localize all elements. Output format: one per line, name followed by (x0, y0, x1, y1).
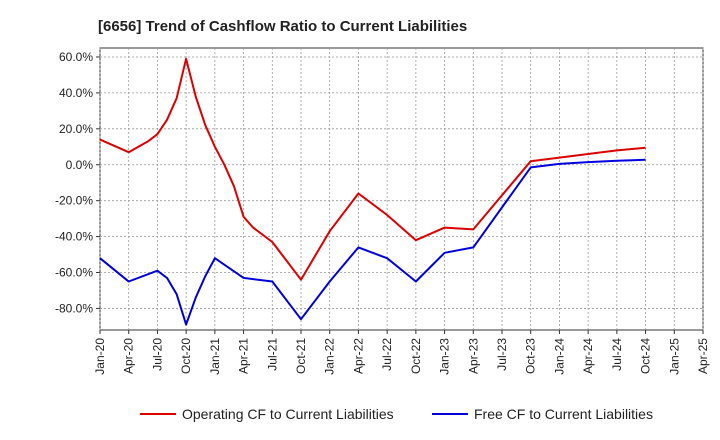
y-axis-ticks: 60.0% 40.0% 20.0% 0.0% -20.0% -40.0% -60.0% -80… (55, 50, 100, 315)
x-tick-label: Oct-24 (639, 338, 653, 374)
x-tick-label: Oct-22 (409, 338, 423, 374)
x-tick-label: Oct-23 (524, 338, 538, 374)
x-tick-label: Jul-23 (495, 338, 509, 371)
x-tick-label: Oct-21 (294, 338, 308, 374)
y-tick-label: 20.0% (59, 122, 93, 136)
plot-area (99, 47, 704, 331)
y-tick-label: -60.0% (55, 266, 93, 280)
y-tick-label: -80.0% (55, 301, 93, 315)
x-tick-label: Jul-22 (380, 338, 394, 371)
x-tick-label: Jan-22 (323, 338, 337, 375)
x-tick-label: Apr-23 (466, 338, 480, 374)
legend: Operating CF to Current Liabilities Free … (140, 406, 653, 422)
y-tick-label: -40.0% (55, 230, 93, 244)
x-tick-label: Jul-20 (150, 338, 164, 371)
grid-lines (99, 48, 704, 330)
plot-border (99, 47, 704, 331)
chart-title: [6656] Trend of Cashflow Ratio to Curren… (98, 18, 467, 35)
x-tick-label: Oct-20 (179, 338, 193, 374)
x-tick-label: Jan-24 (552, 338, 566, 375)
x-tick-label: Jul-24 (610, 338, 624, 371)
x-tick-label: Jan-20 (93, 338, 107, 375)
y-tick-label: 60.0% (59, 50, 93, 64)
x-tick-label: Jan-21 (208, 338, 222, 375)
series-lines (99, 57, 646, 326)
x-tick-label: Apr-21 (237, 338, 251, 374)
x-tick-label: Apr-20 (122, 338, 136, 374)
series-line-free-cf (99, 158, 646, 326)
x-tick-label: Apr-25 (696, 338, 710, 374)
legend-label-operating-cf: Operating CF to Current Liabilities (182, 406, 394, 422)
x-tick-label: Jul-21 (265, 338, 279, 371)
series-line-operating-cf (99, 57, 646, 281)
x-tick-label: Apr-22 (351, 338, 365, 374)
y-tick-label: 0.0% (66, 158, 94, 172)
y-tick-label: 40.0% (59, 86, 93, 100)
x-tick-label: Jan-23 (438, 338, 452, 375)
legend-label-free-cf: Free CF to Current Liabilities (474, 406, 653, 422)
x-axis-ticks: Jan-20 Apr-20 Jul-20 Oct-20 Jan-21 Apr-21 Jul-… (93, 330, 710, 375)
x-tick-label: Jan-25 (667, 338, 681, 375)
y-tick-label: -20.0% (55, 194, 93, 208)
x-tick-label: Apr-24 (581, 338, 595, 374)
